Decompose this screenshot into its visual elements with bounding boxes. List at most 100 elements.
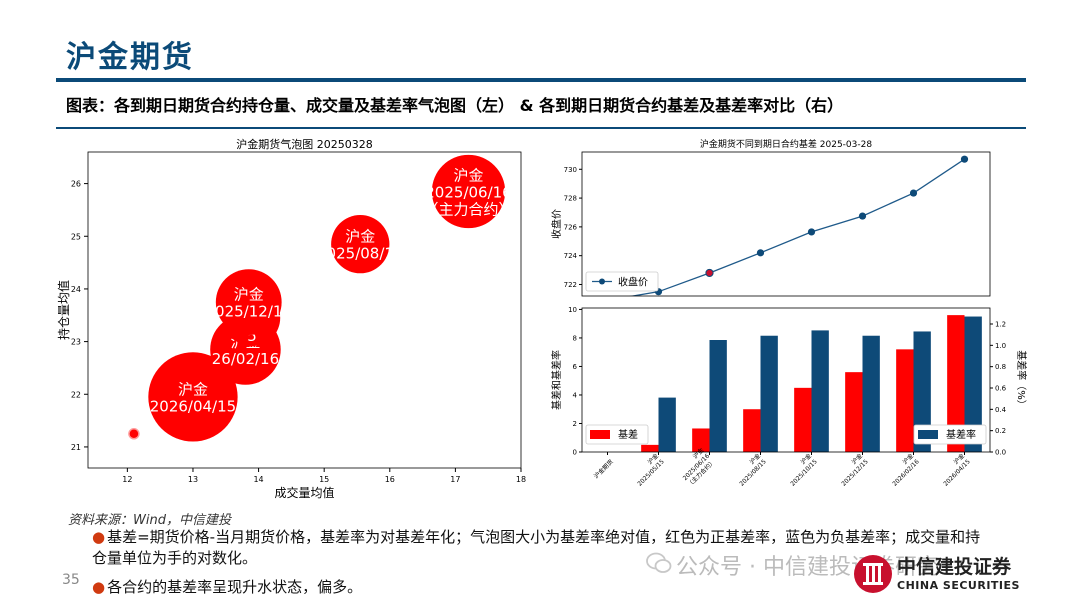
y-axis-label: 基差和基差率 bbox=[550, 350, 563, 410]
figure-caption: 图表：各到期日期货合约持仓量、成交量及基差率气泡图（左） & 各到期日期货合约基… bbox=[66, 96, 844, 115]
bar-basis-rate bbox=[658, 397, 676, 452]
bubble-label: 2026/04/15 bbox=[150, 397, 236, 415]
x-tick-label: 13 bbox=[188, 475, 198, 484]
series-point bbox=[705, 268, 714, 278]
series-point bbox=[909, 189, 918, 197]
bullet-icon: ● bbox=[92, 528, 106, 546]
y2-tick-label: 0.0 bbox=[995, 449, 1006, 457]
legend-right: 基差率 bbox=[913, 424, 987, 445]
y-tick-label: 22 bbox=[71, 390, 81, 399]
bar-basis bbox=[947, 315, 965, 452]
bubble-point bbox=[215, 269, 282, 335]
y-tick-label: 21 bbox=[71, 443, 81, 452]
bubble-label: 沪金 bbox=[234, 286, 264, 304]
y-tick-label: 730 bbox=[564, 166, 577, 174]
y-tick-label: 722 bbox=[564, 281, 577, 289]
y-tick-label: 24 bbox=[71, 285, 81, 294]
bar-basis-rate bbox=[913, 331, 931, 452]
y-axis-label: 持仓量均值 bbox=[56, 280, 71, 340]
source-note: 资料来源：Wind，中信建投 bbox=[68, 513, 231, 528]
bubble-point bbox=[148, 352, 238, 442]
y-tick-label: 728 bbox=[564, 195, 577, 203]
y2-tick-label: 1.2 bbox=[995, 321, 1006, 329]
bullet-icon: ● bbox=[92, 578, 106, 596]
y-tick-label: 2 bbox=[573, 420, 577, 428]
bubble-label: 26/02/16 bbox=[212, 350, 279, 368]
legend-swatch bbox=[590, 430, 610, 439]
y-tick-label: 6 bbox=[573, 363, 578, 371]
bubble-chart: 沪金期货气泡图 20250328沪金2026/04/15沪金26/02/1625… bbox=[56, 137, 526, 500]
bar-basis bbox=[896, 349, 914, 452]
china-securities-logo bbox=[854, 555, 892, 593]
wechat-icon bbox=[646, 552, 672, 573]
note-conclusion-text: 各合约的基差率呈现升水状态，偏多。 bbox=[107, 578, 363, 596]
bubble-label: 沪金 bbox=[178, 380, 208, 398]
series-point bbox=[960, 155, 969, 163]
legend-label: 收盘价 bbox=[618, 276, 648, 289]
y-tick-label: 25 bbox=[71, 232, 81, 241]
series-line bbox=[629, 158, 965, 296]
bar-basis bbox=[743, 409, 761, 452]
legend-frame bbox=[585, 271, 659, 292]
note-conclusion: ● 各合约的基差率呈现升水状态，偏多。 bbox=[92, 577, 362, 598]
legend-frame bbox=[585, 424, 649, 445]
y-tick-label: 23 bbox=[71, 338, 81, 347]
y-tick-label: 724 bbox=[564, 252, 578, 260]
legend-label: 基差率 bbox=[946, 428, 976, 441]
bubble-label: 2025/06/16 bbox=[425, 184, 511, 202]
bar-basis bbox=[641, 444, 659, 452]
y-tick-label: 8 bbox=[573, 334, 577, 342]
bubble-label: 沪金 bbox=[345, 228, 375, 246]
plot-frame bbox=[87, 151, 522, 469]
bubble-label: 2025/08/15 bbox=[317, 245, 403, 263]
legend-left: 基差 bbox=[585, 424, 649, 445]
y2-tick-label: 0.6 bbox=[995, 385, 1007, 393]
legend-marker bbox=[599, 278, 605, 285]
chart-title: 沪金期货气泡图 20250328 bbox=[236, 137, 372, 151]
y2-tick-label: 1.0 bbox=[995, 342, 1006, 350]
bubble-point bbox=[331, 215, 390, 274]
y-tick-label: 10 bbox=[568, 306, 577, 314]
bar-basis-rate bbox=[862, 335, 880, 452]
logo-name-en: CHINA SECURITIES bbox=[897, 579, 1020, 592]
legend-frame bbox=[913, 424, 987, 445]
caption-rule bbox=[56, 127, 1026, 129]
y-tick-label: 4 bbox=[573, 391, 578, 399]
bubble-point bbox=[128, 428, 140, 440]
chart-title: 沪金期货不同到期日合约基差 2025-03-28 bbox=[700, 138, 872, 150]
x-tick-label: 17 bbox=[450, 475, 460, 484]
bubble-label: 沪金 bbox=[454, 167, 484, 185]
bar-basis bbox=[692, 428, 710, 452]
x-tick-label: 14 bbox=[253, 475, 263, 484]
legend-label: 基差 bbox=[618, 428, 638, 441]
bubble-point bbox=[431, 154, 506, 229]
y2-tick-label: 0.2 bbox=[995, 427, 1006, 435]
page-title: 沪金期货 bbox=[66, 40, 194, 75]
y-tick-label: 26 bbox=[71, 180, 81, 189]
bubble-label: 5 bbox=[247, 327, 257, 345]
x-tick-label: 12 bbox=[122, 475, 132, 484]
y-tick-label: 726 bbox=[564, 223, 578, 231]
series-point bbox=[756, 249, 765, 257]
series-point bbox=[807, 228, 816, 236]
x-axis-label: 成交量均值 bbox=[274, 485, 334, 500]
plot-frame bbox=[581, 307, 991, 453]
x-tick-label: 16 bbox=[385, 475, 395, 484]
title-rule bbox=[56, 78, 1026, 82]
bubble-label: 2025/12/15 bbox=[206, 303, 292, 321]
y2-tick-label: 0.8 bbox=[995, 363, 1006, 371]
bar-basis-rate bbox=[760, 335, 778, 452]
bar-basis-rate bbox=[811, 330, 829, 452]
x-tick-label: 15 bbox=[319, 475, 329, 484]
y2-axis-label: 基差率（%） bbox=[1015, 350, 1028, 410]
y-tick-label: 0 bbox=[573, 449, 577, 457]
legend: 收盘价 bbox=[585, 271, 659, 292]
y2-tick-label: 0.4 bbox=[995, 406, 1007, 414]
x-tick-label: 沪金期货 bbox=[592, 458, 615, 481]
